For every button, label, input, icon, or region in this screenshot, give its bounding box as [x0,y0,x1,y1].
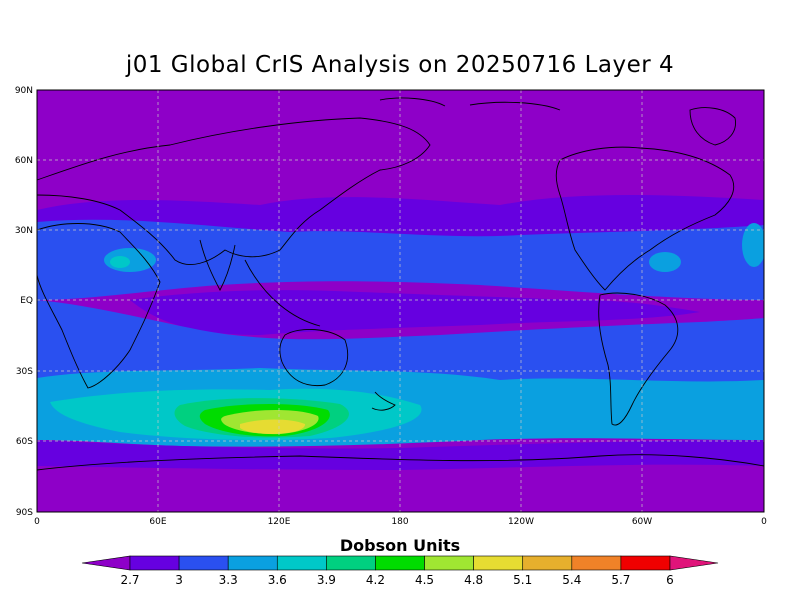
lat-label: 90S [16,508,33,518]
lat-label: 30S [16,367,33,377]
lat-label: 30N [15,226,33,236]
colorbar-label: 3 [175,573,183,587]
lon-label: 0 [761,517,767,527]
colorbar-box [178,555,229,571]
colorbar-label: 4.2 [366,573,385,587]
coast-africa [37,223,161,389]
blob-cyan-4 [110,256,130,268]
colorbar-box [326,555,376,571]
colorbar-label: 3.3 [219,573,238,587]
gridlines [37,90,764,512]
colorbar-label: 2.7 [120,573,139,587]
blob-cyan-1 [649,252,681,272]
band-yellow-south [240,419,306,434]
colorbar: 2.7 3 3.3 3.6 3.9 4.2 4.5 4.8 5.1 5.4 5.7 6 [81,555,719,587]
colorbar-label: 6 [666,573,674,587]
coast-south-america [598,292,679,426]
lon-axis: 0 60E 120E 180 120W 60W 0 [34,517,767,527]
colorbar-box [424,555,474,571]
colorbar-label: 3.9 [317,573,336,587]
lon-label: 60W [632,517,652,527]
colorbar-label: 5.1 [513,573,532,587]
map-frame [36,89,765,513]
ozone-field [37,90,764,512]
lon-label: 120E [268,517,291,527]
lat-axis: 90N 60N 30N EQ 30S 60S 90S [15,86,33,518]
colorbar-label: 5.7 [611,573,630,587]
coast-arctic-islands [379,97,561,111]
colorbar-title: Dobson Units [339,536,461,555]
colorbar-box [276,555,327,571]
colorbar-box [129,555,180,571]
lon-label: 0 [34,517,40,527]
colorbar-box [571,555,622,571]
band-mid-north [37,219,764,300]
map-title: j01 Global CrIS Analysis on 20250716 Lay… [125,52,675,78]
lon-label: 120W [508,517,534,527]
colorbar-upper-triangle [669,555,719,571]
lat-label: EQ [20,296,33,306]
coast-north-america [555,146,735,291]
colorbar-label: 4.5 [415,573,434,587]
band-low-antarctic [37,440,764,470]
band-low-equator [130,290,700,335]
coast-antarctica [37,454,764,471]
lon-label: 180 [391,517,408,527]
blob-cyan-2 [742,223,764,267]
coast-greenland [689,107,736,146]
coast-australia [279,328,349,387]
lat-label: 90N [15,86,33,96]
coast-eurasia [37,117,431,265]
colorbar-box [375,555,425,571]
colorbar-box [473,555,524,571]
lon-label: 60E [149,517,166,527]
coastlines [37,97,764,471]
colorbar-box [227,555,278,571]
coast-newzealand [371,391,396,411]
lat-label: 60S [16,437,33,447]
colorbar-lower-triangle [81,555,131,571]
colorbar-label: 5.4 [562,573,581,587]
colorbar-label: 3.6 [268,573,287,587]
coast-india [199,239,236,291]
colorbar-box [522,555,573,571]
colorbar-box [620,555,671,571]
colorbar-label: 4.8 [464,573,483,587]
lat-label: 60N [15,156,33,166]
coast-seasia [244,259,321,327]
